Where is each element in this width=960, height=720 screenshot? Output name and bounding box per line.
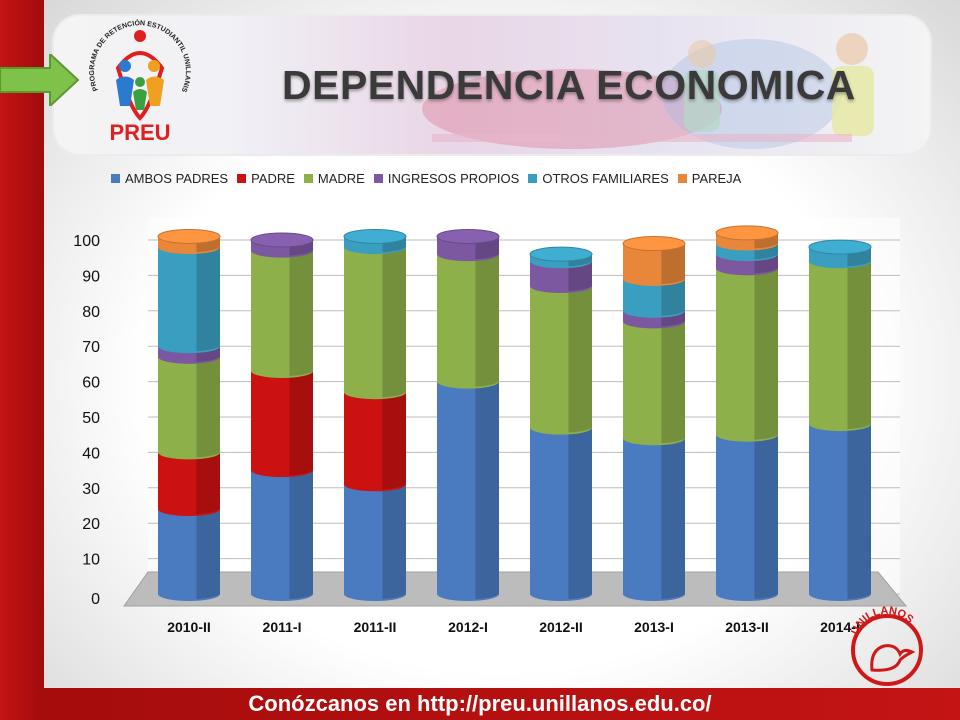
- bar-segment-shade: [196, 247, 220, 352]
- y-tick-label: 80: [82, 304, 100, 321]
- y-tick-label: 90: [82, 268, 100, 285]
- legend-swatch: [303, 174, 313, 183]
- legend-swatch: [237, 174, 247, 183]
- chart-legend: AMBOS PADRES PADRE MADRE INGRESOS PROPIOS OT…: [111, 171, 750, 186]
- page-title: DEPENDENCIA ECONOMICA: [282, 62, 856, 108]
- bar-segment-shade: [661, 278, 685, 316]
- bar-segment-shade: [568, 427, 592, 599]
- bar-segment-shade: [196, 356, 220, 458]
- legend-label: INGRESOS PROPIOS: [387, 171, 520, 186]
- y-tick-label: 20: [82, 516, 100, 533]
- legend-swatch: [373, 174, 383, 183]
- legend-item: PAREJA: [677, 171, 742, 186]
- bar-segment-shade: [847, 261, 871, 430]
- legend-label: OTROS FAMILIARES: [542, 171, 669, 186]
- bar-segment-shade: [847, 424, 871, 599]
- y-tick-label: 30: [82, 481, 100, 498]
- x-tick-label: 2012-I: [448, 619, 488, 635]
- y-tick-label: 100: [73, 233, 100, 250]
- stacked-bar-chart: 0 10 20 30 40 50 60 70 80 90 100 2010-II 2011-I 2011-…: [73, 218, 908, 635]
- x-tick-label: 2011-I: [263, 619, 302, 635]
- legend-label: MADRE: [317, 171, 365, 186]
- y-tick-label: 70: [82, 339, 100, 356]
- plot-floor: [123, 571, 908, 607]
- y-tick-label: 10: [82, 552, 100, 569]
- green-arrow-icon: [0, 54, 80, 106]
- legend-label: AMBOS PADRES: [125, 171, 229, 186]
- legend-swatch: [111, 174, 120, 183]
- legend-item: PADRE: [237, 171, 295, 186]
- preu-logo: PROGRAMA DE RETENCIÓN ESTUDIANTIL UNILLA…: [80, 18, 191, 145]
- bar-segment-shade: [382, 484, 406, 599]
- legend-item: INGRESOS PROPIOS: [373, 171, 520, 186]
- bar-top-cap: [715, 225, 779, 241]
- bar-segment-shade: [661, 438, 685, 599]
- legend-item: AMBOS PADRES: [111, 171, 228, 186]
- bar-segment-shade: [754, 268, 778, 440]
- legend-swatch: [677, 174, 687, 183]
- legend-item: MADRE: [303, 171, 365, 186]
- bar-segment-shade: [382, 392, 406, 490]
- bar-top-cap: [808, 239, 872, 255]
- x-tick-label: 2013-II: [725, 619, 769, 635]
- svg-text:UNILLANOS: UNILLANOS: [849, 605, 915, 637]
- bar-top-cap: [157, 228, 221, 244]
- seal-text: UNILLANOS: [849, 605, 915, 637]
- bar-segment-shade: [196, 509, 220, 599]
- bar-top-cap: [529, 246, 593, 262]
- y-tick-label: 40: [82, 445, 100, 462]
- bar-segment-shade: [661, 243, 685, 284]
- bar-segment-shade: [475, 381, 499, 599]
- y-tick-label: 60: [82, 375, 100, 392]
- bar-segment-shade: [568, 286, 592, 433]
- x-tick-label: 2012-II: [539, 619, 583, 635]
- y-tick-label: 50: [82, 410, 100, 427]
- bar-segment-shade: [568, 261, 592, 292]
- bar-segment-shade: [382, 247, 406, 398]
- bar-segment-shade: [289, 370, 313, 476]
- footer-link[interactable]: Conózcanos en http://preu.unillanos.edu.…: [248, 691, 712, 716]
- bar-top-cap: [622, 236, 686, 252]
- y-tick-label: 0: [91, 591, 100, 608]
- x-tick-label: 2011-II: [354, 619, 397, 635]
- logo-text: PREU: [109, 120, 170, 145]
- legend-item: OTROS FAMILIARES: [528, 171, 669, 186]
- bar-segment-shade: [754, 434, 778, 599]
- bar-top-cap: [436, 228, 500, 244]
- bar-segment-shade: [475, 254, 499, 387]
- bar-segment-shade: [196, 452, 220, 515]
- legend-label: PADRE: [251, 171, 295, 186]
- unillanos-seal: UNILLANOS: [849, 605, 923, 686]
- header-banner: DEPENDENCIA ECONOMICA: [52, 14, 932, 156]
- legend-swatch: [528, 174, 538, 183]
- x-tick-label: 2010-II: [167, 619, 211, 635]
- bar-top-cap: [343, 228, 407, 244]
- bar-segment-shade: [661, 321, 685, 444]
- bar-segment-shade: [289, 250, 313, 376]
- legend-label: PAREJA: [691, 171, 742, 186]
- banner-people-illustration: [422, 33, 874, 149]
- x-tick-label: 2014-I: [820, 619, 860, 635]
- x-tick-label: 2013-I: [634, 619, 674, 635]
- bar-segment-shade: [289, 470, 313, 599]
- bar-top-cap: [250, 232, 314, 248]
